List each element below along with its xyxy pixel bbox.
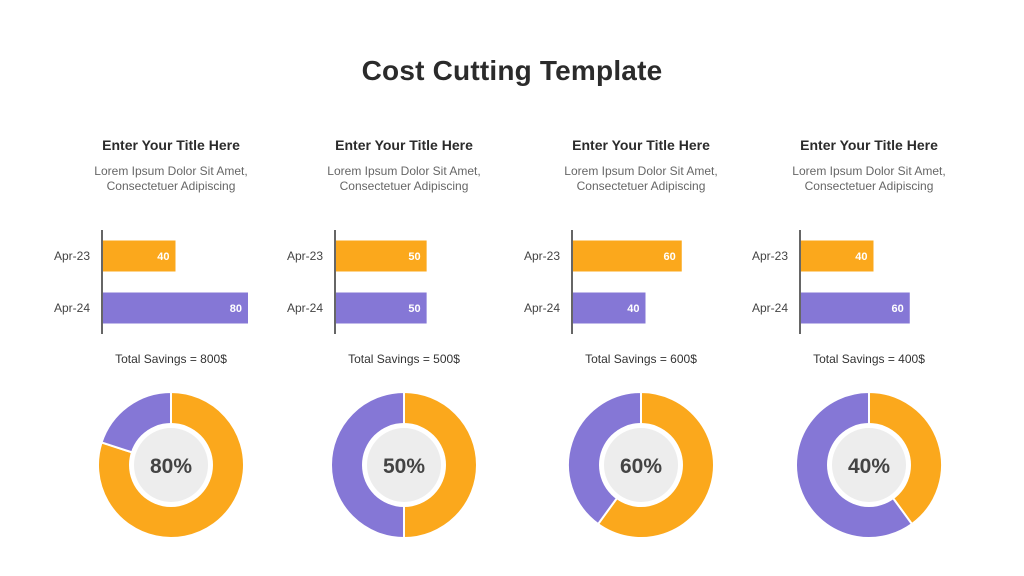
panel-title: Enter Your Title Here	[800, 137, 938, 153]
donut-center-label: 40%	[848, 455, 890, 478]
panel-2: Enter Your Title Here Lorem Ipsum Dolor …	[284, 0, 524, 576]
subtitle-line: Lorem Ipsum Dolor Sit Amet,	[327, 164, 481, 178]
donut-chart: 40%	[795, 390, 943, 539]
bar-value-label: 60	[892, 303, 904, 315]
bar	[801, 292, 910, 324]
donut-chart: 60%	[567, 390, 715, 539]
donut-hole	[832, 428, 906, 502]
total-savings: Total Savings = 500$	[348, 352, 460, 366]
subtitle-line: Lorem Ipsum Dolor Sit Amet,	[792, 164, 946, 178]
bar-value-label: 40	[157, 251, 169, 263]
panel-4: Enter Your Title Here Lorem Ipsum Dolor …	[749, 0, 989, 576]
panel-title: Enter Your Title Here	[335, 137, 473, 153]
donut-hole	[134, 428, 208, 502]
donut-hole	[604, 428, 678, 502]
bar-value-label: 40	[627, 303, 639, 315]
panel-subtitle: Lorem Ipsum Dolor Sit Amet, Consectetuer…	[749, 164, 989, 194]
panel-3: Enter Your Title Here Lorem Ipsum Dolor …	[521, 0, 761, 576]
bar	[103, 240, 176, 272]
subtitle-line: Consectetuer Adipiscing	[106, 179, 236, 193]
category-label: Apr-23	[524, 249, 560, 263]
panel-title: Enter Your Title Here	[572, 137, 710, 153]
subtitle-line: Consectetuer Adipiscing	[339, 179, 469, 193]
donut-chart: 50%	[330, 390, 478, 540]
total-savings: Total Savings = 400$	[813, 352, 925, 366]
total-savings: Total Savings = 800$	[115, 352, 227, 366]
subtitle-line: Lorem Ipsum Dolor Sit Amet,	[564, 164, 718, 178]
category-label: Apr-23	[287, 249, 323, 263]
donut-center-label: 80%	[150, 455, 192, 478]
panel-1: Enter Your Title Here Lorem Ipsum Dolor …	[51, 0, 291, 576]
bar-value-label: 50	[408, 251, 420, 263]
bar	[336, 292, 427, 324]
panel-subtitle: Lorem Ipsum Dolor Sit Amet, Consectetuer…	[284, 164, 524, 194]
category-label: Apr-23	[752, 249, 788, 263]
bar-chart: Apr-23 40 Apr-24 60	[752, 230, 910, 334]
bar-chart: Apr-23 50 Apr-24 50	[287, 230, 427, 334]
panel-title: Enter Your Title Here	[102, 137, 240, 153]
bar-value-label: 50	[408, 303, 420, 315]
panel-subtitle: Lorem Ipsum Dolor Sit Amet, Consectetuer…	[51, 164, 291, 194]
subtitle-line: Consectetuer Adipiscing	[576, 179, 706, 193]
category-label: Apr-24	[287, 301, 323, 315]
donut-chart: 80%	[97, 390, 245, 539]
page-title: Cost Cutting Template	[361, 55, 663, 86]
category-label: Apr-23	[54, 249, 90, 263]
donut-center-label: 60%	[620, 455, 662, 478]
bar	[103, 292, 248, 324]
category-label: Apr-24	[524, 301, 560, 315]
bar	[573, 292, 646, 324]
bar	[801, 240, 874, 272]
subtitle-line: Lorem Ipsum Dolor Sit Amet,	[94, 164, 248, 178]
subtitle-line: Consectetuer Adipiscing	[804, 179, 934, 193]
donut-hole	[367, 428, 441, 502]
bar-chart: Apr-23 40 Apr-24 80	[54, 230, 248, 334]
total-savings: Total Savings = 600$	[585, 352, 697, 366]
bar-value-label: 40	[855, 251, 867, 263]
bar	[336, 240, 427, 272]
bar-value-label: 60	[664, 251, 676, 263]
category-label: Apr-24	[752, 301, 788, 315]
bar	[573, 240, 682, 272]
category-label: Apr-24	[54, 301, 90, 315]
panel-subtitle: Lorem Ipsum Dolor Sit Amet, Consectetuer…	[521, 164, 761, 194]
bar-value-label: 80	[230, 303, 242, 315]
bar-chart: Apr-23 60 Apr-24 40	[524, 230, 682, 334]
donut-center-label: 50%	[383, 455, 425, 478]
